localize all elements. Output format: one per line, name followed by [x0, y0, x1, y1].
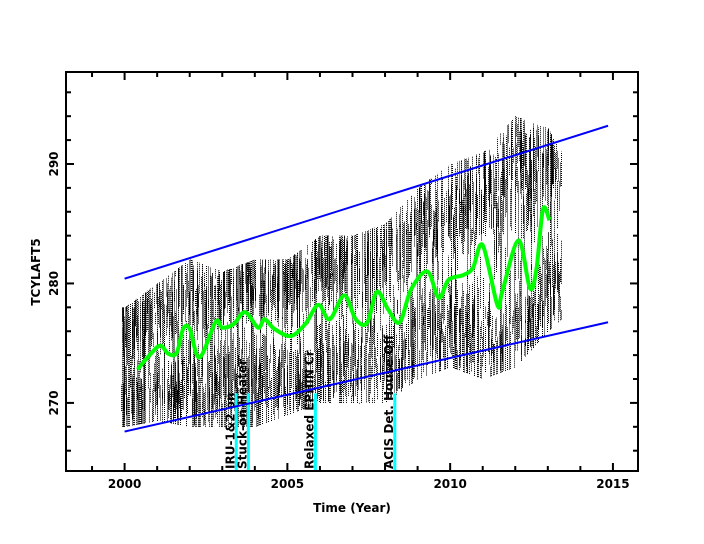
event-label: Relaxed EPHIN Cr	[302, 350, 316, 469]
smooth-curve	[136, 205, 552, 371]
y-tick-label: 270	[47, 390, 61, 415]
y-axis-label: TCYLAFT5	[29, 238, 43, 305]
x-tick-label: 2005	[271, 477, 304, 491]
event-label: ACIS Det. House Off	[382, 335, 396, 469]
limit-line	[124, 321, 609, 433]
plot-frame	[65, 71, 639, 472]
y-tick-label: 290	[47, 151, 61, 176]
x-tick-label: 2000	[108, 477, 141, 491]
limit-line	[124, 124, 609, 280]
x-tick-label: 2010	[433, 477, 466, 491]
line-layer	[124, 124, 609, 433]
scatter-layer	[121, 116, 562, 427]
axis-ticks: 2000 2005 2010 2015 270 280 290	[47, 72, 638, 491]
x-axis-label: Time (Year)	[313, 501, 391, 515]
event-label: IRU-1&2 on	[223, 392, 237, 469]
event-label: Stuck-on Heater	[235, 359, 249, 469]
x-tick-label: 2015	[596, 477, 629, 491]
y-tick-label: 280	[47, 271, 61, 296]
